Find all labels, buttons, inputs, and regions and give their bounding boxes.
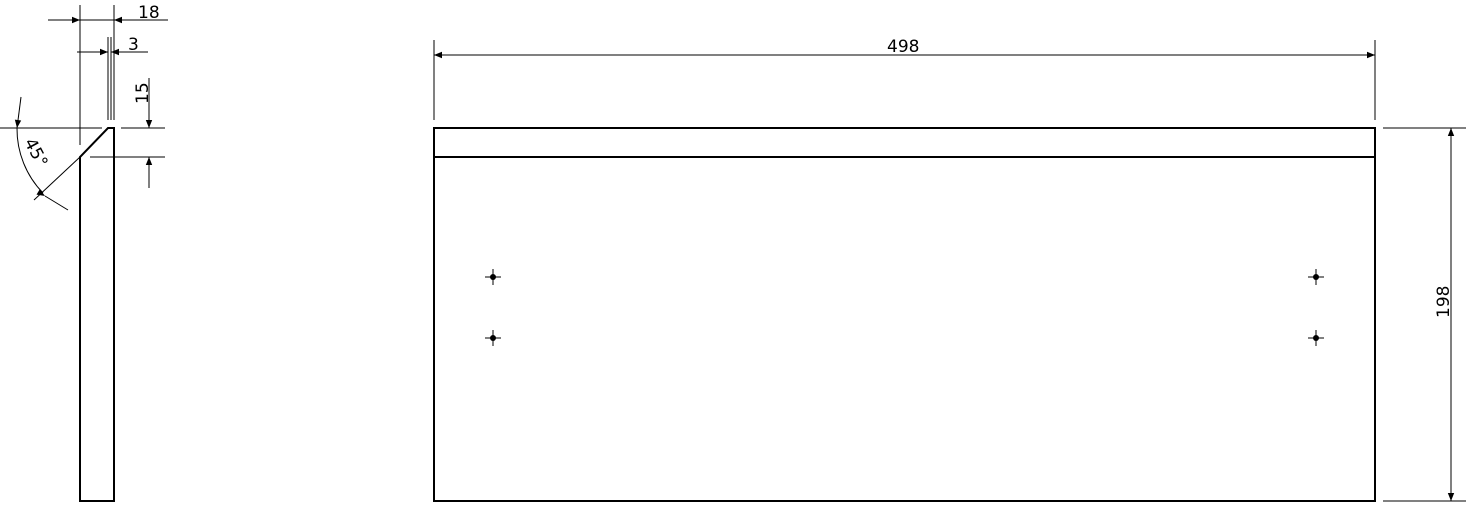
dimension-18: 18: [48, 3, 168, 24]
front-outline: [433, 127, 1376, 502]
dim-198-label: 198: [1434, 286, 1454, 318]
side-view: 18 3 15 45°: [0, 3, 168, 502]
dimension-198: 198: [1383, 127, 1466, 502]
hole-marker: [1308, 330, 1324, 346]
dimension-498: 498: [433, 37, 1376, 120]
hole-marker: [1308, 269, 1324, 285]
dim-3-label: 3: [128, 35, 139, 55]
dimension-15: 15: [133, 78, 153, 188]
dim-18-label: 18: [138, 3, 160, 23]
dimension-45-angle: 45°: [14, 96, 81, 211]
hole-marker: [485, 269, 501, 285]
dim-15-label: 15: [133, 82, 153, 104]
dim-498-label: 498: [887, 37, 919, 57]
hole-marker: [485, 330, 501, 346]
front-view: 498 198: [433, 37, 1466, 502]
dimension-3: 3: [77, 35, 148, 56]
side-outline: [79, 127, 115, 502]
